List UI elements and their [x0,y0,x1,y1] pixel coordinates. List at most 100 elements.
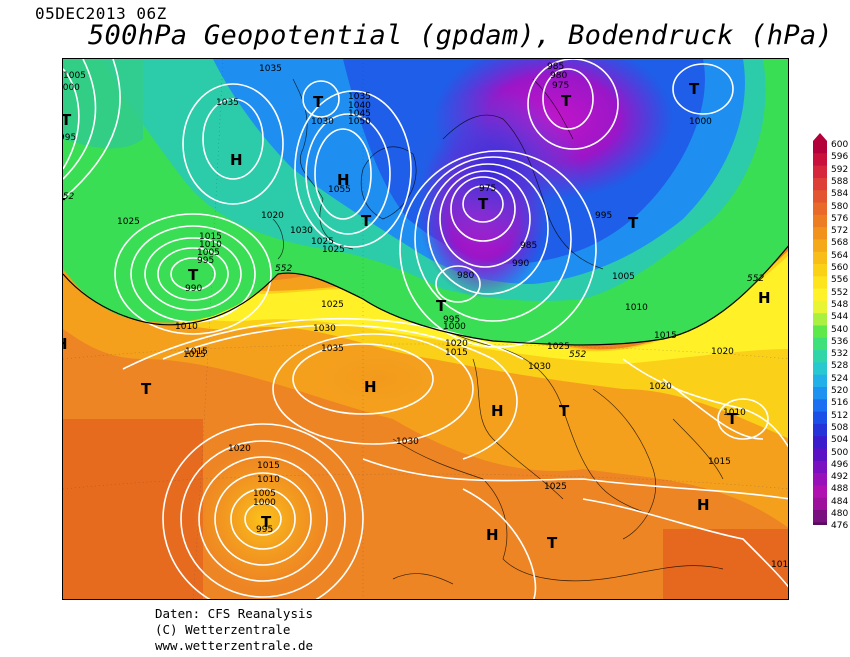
legend-swatch [813,411,827,425]
legend-level-label: 500 [831,447,849,458]
contour-label: 552 [275,264,292,274]
isobar-label: 985 [547,62,564,72]
legend-swatch [813,448,827,462]
legend-swatch [813,374,827,388]
color-legend [813,133,827,525]
legend-level-label: 572 [831,226,849,237]
data-credit: Daten: CFS Reanalysis (C) Wetterzentrale… [155,606,313,654]
legend-swatch [813,510,827,523]
pressure-center: H [230,151,243,169]
weather-map: T H H T T T T T T T H T H T H T T H T H … [62,58,789,600]
legend-level-label: 600 [831,140,849,150]
contour-label: 552 [747,274,764,284]
pressure-center: T [188,266,199,284]
website: www.wetterzentrale.de [155,638,314,653]
pressure-center: T [261,513,272,531]
isobar-label: 995 [63,133,76,143]
legend-swatch [813,288,827,302]
isobar-label: 1010 [771,560,789,570]
isobar-label: 990 [185,284,202,294]
legend-level-label: 480 [831,509,849,519]
legend-level-label: 520 [831,386,849,396]
pressure-center: T [727,410,738,428]
isobar-label: 1015 [708,457,731,467]
contour-label: 552 [569,350,586,360]
isobar-label: 1005 [197,248,220,258]
contour-labels: 552 552 552 552 [63,192,764,360]
legend-level-label: 516 [831,398,849,409]
isobar-label: 980 [457,271,474,281]
legend-level-label: 524 [831,373,849,384]
legend-level-label: 584 [831,189,849,200]
isobar-label: 1015 [654,331,677,341]
pressure-centers: T H H T T T T T T T H T H T H T T H T H … [63,80,771,552]
legend-swatch [813,337,827,351]
isobar-label: 1025 [117,217,140,227]
legend-swatch [813,251,827,265]
legend-swatch [813,264,827,277]
isobar-label: 1015 [257,461,280,471]
legend-level-label: 532 [831,349,849,360]
legend-swatch [813,202,827,216]
isobar-label: 1020 [445,339,468,349]
legend-level-label: 552 [831,287,849,298]
legend-swatch [813,227,827,240]
legend-swatch [813,325,827,339]
isobar-label: 1025 [322,245,345,255]
legend-level-label: 528 [831,361,849,372]
pressure-center: H [364,378,377,396]
pressure-center: H [486,526,499,544]
isobar-label: 1005 [253,489,276,499]
pressure-center: H [697,496,710,514]
isobar-label: 1030 [311,117,334,127]
pressure-center: T [689,80,700,98]
isobar-label: 1020 [228,444,251,454]
isobar-label: 1010 [257,475,280,485]
contour-label: 552 [63,192,74,202]
isobar-label: 1035 [216,98,239,108]
legend-level-label: 544 [831,312,849,323]
pressure-center: T [63,195,66,213]
legend-level-label: 564 [831,250,849,261]
isobar-label: 1000 [689,117,712,127]
pressure-center: T [63,111,72,129]
isobar-label: 1015 [199,232,222,242]
pressure-center: T [561,92,572,110]
pressure-center: T [628,214,639,232]
isobar-label: 1010 [625,303,648,313]
pressure-center: H [63,335,68,353]
isobar-label: 1045 [348,109,371,119]
legend-swatch [813,177,827,191]
isobar-label: 1030 [290,226,313,236]
copyright: (C) Wetterzentrale [155,622,291,637]
legend-level-label: 568 [831,238,849,249]
legend-swatch [813,300,827,314]
data-source: Daten: CFS Reanalysis [155,606,314,621]
legend-level-label: 488 [831,484,849,495]
legend-swatch [813,190,827,203]
legend-swatch [813,153,827,167]
legend-swatch [813,399,827,413]
isobar-label: 1000 [63,83,80,93]
pressure-center: T [313,93,324,111]
legend-swatch [813,387,827,400]
isobar-label: 1000 [443,322,466,332]
isobar-label: 1005 [612,272,635,282]
legend-swatch [813,460,827,474]
isobar-labels: 1005 1000 995 1035 1035 1035 1040 1045 1… [63,62,789,570]
legend-level-label: 508 [831,422,849,433]
isobar-label: 1035 [321,344,344,354]
isobar-label: 1025 [547,342,570,352]
isobar-label: 1055 [328,185,351,195]
legend-swatch [813,165,827,179]
legend-level-label: 536 [831,336,849,347]
isobar-label: 1010 [199,240,222,250]
isobar-label: 1020 [711,347,734,357]
legend-swatch [813,350,827,363]
legend-level-label: 476 [831,521,849,532]
legend-level-label: 492 [831,472,849,483]
legend-level-label: 580 [831,201,849,212]
pressure-center: H [491,402,504,420]
isobar-label: 1015 [445,348,468,358]
legend-level-label: 556 [831,275,849,286]
